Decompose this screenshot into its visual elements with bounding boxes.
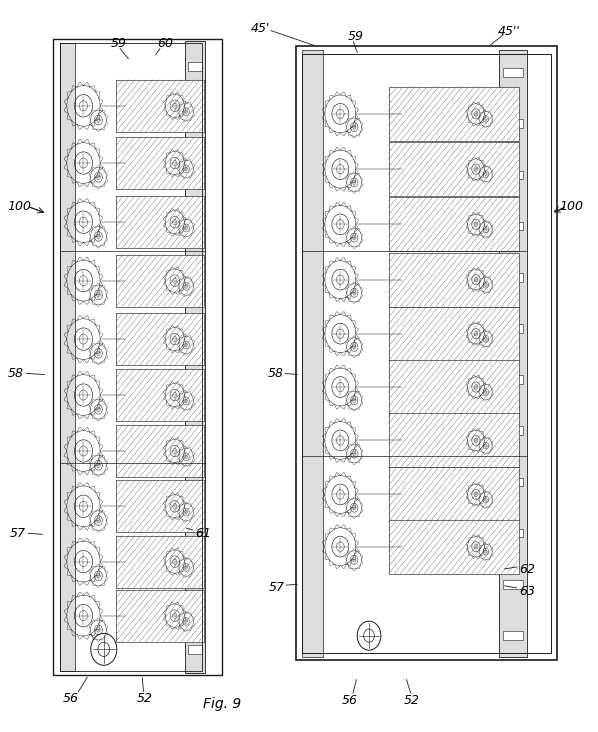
Text: 57: 57 xyxy=(10,526,26,539)
Bar xyxy=(188,539,202,548)
Bar xyxy=(504,477,523,486)
Bar xyxy=(504,631,523,640)
Text: 57: 57 xyxy=(269,581,285,594)
Text: 45': 45' xyxy=(251,22,270,34)
Bar xyxy=(188,645,202,654)
Bar xyxy=(188,274,202,283)
Bar xyxy=(389,468,519,521)
Text: 62: 62 xyxy=(519,563,535,576)
Text: 61: 61 xyxy=(195,526,211,539)
Text: 52: 52 xyxy=(137,692,153,705)
Bar xyxy=(302,53,551,653)
Bar xyxy=(188,62,202,72)
Bar xyxy=(53,39,222,675)
Bar xyxy=(188,115,202,124)
Bar xyxy=(188,168,202,177)
Bar xyxy=(116,536,204,588)
Bar xyxy=(302,50,323,657)
Bar xyxy=(116,425,204,477)
Bar xyxy=(499,50,527,657)
Bar xyxy=(504,222,523,231)
Bar xyxy=(389,520,519,574)
Bar xyxy=(504,376,523,384)
Text: Fig. 9: Fig. 9 xyxy=(203,697,241,711)
Text: 60: 60 xyxy=(158,37,173,50)
Text: 100: 100 xyxy=(560,200,584,213)
Bar xyxy=(504,580,523,589)
Bar xyxy=(116,80,204,132)
Bar xyxy=(389,414,519,468)
Text: 59: 59 xyxy=(347,30,363,42)
Bar xyxy=(389,307,519,361)
Text: 52: 52 xyxy=(404,694,420,706)
Bar xyxy=(116,480,204,532)
Bar xyxy=(504,426,523,435)
Text: 58: 58 xyxy=(267,367,283,380)
Bar xyxy=(188,326,202,336)
Text: 58: 58 xyxy=(8,367,24,380)
Bar xyxy=(188,221,202,231)
Bar xyxy=(504,324,523,333)
Bar xyxy=(504,68,523,77)
Bar xyxy=(116,137,204,189)
Bar xyxy=(116,313,204,365)
Bar xyxy=(116,255,204,307)
Bar xyxy=(116,589,204,642)
Bar xyxy=(60,42,75,671)
Text: 56: 56 xyxy=(341,694,358,706)
Text: 45'': 45'' xyxy=(498,26,521,38)
Bar xyxy=(504,273,523,282)
Bar xyxy=(389,87,519,141)
Text: 56: 56 xyxy=(63,692,79,705)
Bar xyxy=(185,41,205,673)
Bar xyxy=(116,369,204,421)
Bar xyxy=(116,196,204,248)
Bar xyxy=(188,380,202,389)
Bar xyxy=(389,360,519,414)
Bar xyxy=(504,529,523,537)
Bar xyxy=(296,46,557,660)
Text: 100: 100 xyxy=(7,200,31,213)
Bar xyxy=(188,433,202,442)
Bar xyxy=(188,591,202,601)
Bar xyxy=(389,253,519,307)
Text: 63: 63 xyxy=(519,585,535,598)
Bar xyxy=(60,42,202,671)
Bar xyxy=(389,142,519,196)
Bar xyxy=(504,119,523,128)
Bar xyxy=(504,171,523,179)
Bar xyxy=(389,198,519,251)
Bar xyxy=(188,486,202,495)
Text: 59: 59 xyxy=(110,37,126,50)
